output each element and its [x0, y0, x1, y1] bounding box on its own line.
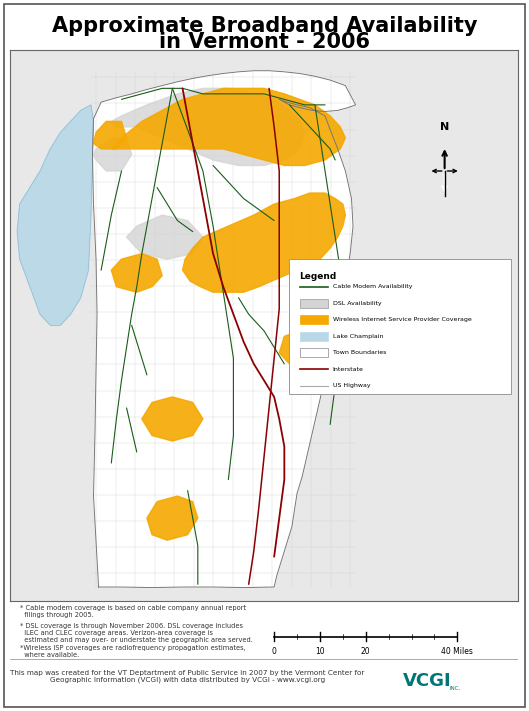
Text: INC.: INC. — [450, 686, 461, 691]
Text: Approximate Broadband Availability: Approximate Broadband Availability — [52, 16, 477, 36]
Text: Lake Champlain: Lake Champlain — [333, 333, 383, 339]
Text: 10: 10 — [315, 646, 325, 656]
Text: Cable Modem Availability: Cable Modem Availability — [333, 284, 412, 289]
Polygon shape — [111, 254, 162, 292]
Text: N: N — [440, 122, 449, 132]
FancyBboxPatch shape — [289, 260, 511, 394]
Text: This map was created for the VT Deptartment of Public Service in 2007 by the Ver: This map was created for the VT Deptartm… — [11, 670, 365, 683]
Bar — [299, 348, 327, 357]
Text: 40 Miles: 40 Miles — [441, 646, 473, 656]
Text: in Vermont - 2006: in Vermont - 2006 — [159, 32, 370, 52]
Bar — [299, 299, 327, 308]
Polygon shape — [147, 496, 198, 540]
Text: Wireless Internet Service Provider Coverage: Wireless Internet Service Provider Cover… — [333, 317, 471, 322]
Text: 0: 0 — [272, 646, 277, 656]
Polygon shape — [111, 88, 305, 166]
Polygon shape — [17, 105, 94, 326]
Polygon shape — [111, 88, 345, 166]
Text: Town Boundaries: Town Boundaries — [333, 351, 386, 356]
Text: Legend: Legend — [299, 272, 337, 281]
Polygon shape — [142, 397, 203, 441]
Text: * DSL coverage is through November 2006. DSL coverage includes
  ILEC and CLEC c: * DSL coverage is through November 2006.… — [20, 624, 252, 643]
Polygon shape — [183, 193, 345, 292]
Bar — [299, 332, 327, 341]
Polygon shape — [94, 122, 126, 149]
Bar — [299, 316, 327, 324]
Polygon shape — [94, 138, 132, 171]
Polygon shape — [93, 70, 355, 587]
Text: * Cable modem coverage is based on cable company annual report
  filings through: * Cable modem coverage is based on cable… — [20, 605, 246, 618]
Text: VCGI: VCGI — [403, 672, 451, 690]
Text: US Highway: US Highway — [333, 383, 370, 388]
Text: *Wireless ISP coverages are radiofrequency propagation estimates,
  where availa: *Wireless ISP coverages are radiofrequen… — [20, 646, 245, 658]
Text: Interstate: Interstate — [333, 367, 363, 372]
Polygon shape — [279, 331, 315, 364]
Text: DSL Availability: DSL Availability — [333, 301, 381, 306]
Polygon shape — [126, 215, 203, 260]
Text: 20: 20 — [361, 646, 370, 656]
